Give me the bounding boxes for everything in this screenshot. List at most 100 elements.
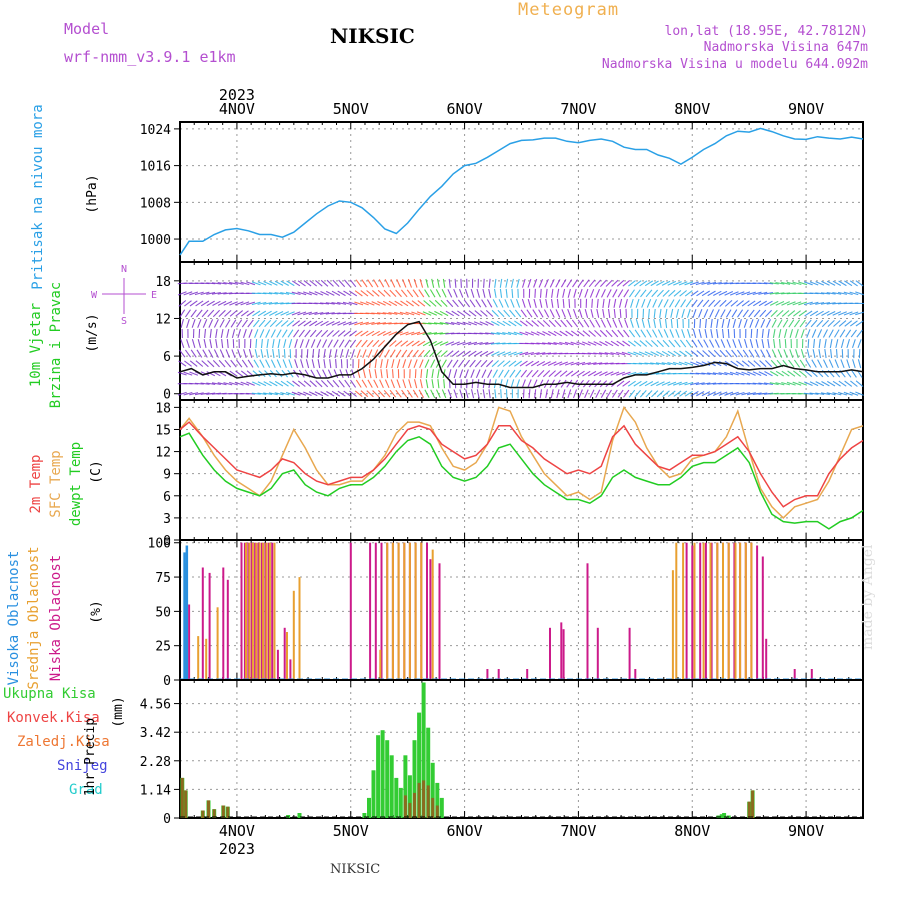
wind-arrow — [838, 380, 847, 387]
wind-arrow — [266, 339, 269, 349]
wind-arrow — [325, 302, 335, 305]
cloud-mid-bar — [709, 542, 712, 680]
wind-arrow — [263, 280, 273, 286]
wind-arrow — [598, 352, 608, 355]
wind-arrow — [612, 319, 618, 328]
wind-arrow — [418, 289, 425, 298]
wind-arrow — [251, 392, 261, 395]
wind-arrow — [511, 288, 514, 298]
wind-arrow — [622, 279, 631, 287]
wind-arrow — [304, 329, 311, 338]
wind-arrow — [709, 339, 715, 348]
wind-arrow — [327, 339, 333, 348]
wind-arrow — [656, 390, 665, 398]
wind-arrow — [564, 361, 574, 366]
wind-arrow — [314, 391, 324, 397]
wind-arrow — [635, 319, 640, 328]
wind-arrow — [548, 319, 556, 328]
wind-arrow — [525, 331, 534, 336]
wind-arrow — [407, 359, 412, 369]
wind-arrow — [465, 389, 469, 399]
credit-label: made by Angel — [860, 544, 876, 651]
wind-arrow — [485, 321, 494, 326]
wind-arrow — [208, 349, 214, 358]
wind-arrow — [292, 380, 301, 387]
wind-arrow — [248, 329, 253, 338]
wind-arrow — [231, 329, 236, 339]
precip-ytick-label: 0 — [163, 812, 171, 827]
wind-arrow — [207, 360, 215, 368]
wind-arrow — [727, 328, 730, 339]
wind-arrow — [294, 359, 299, 369]
wind-arrow — [280, 311, 290, 316]
wind-arrow — [417, 300, 426, 307]
wind-arrow — [661, 280, 671, 286]
wind-arrow — [508, 351, 517, 356]
wind-arrow — [384, 379, 390, 389]
wind-arrow — [519, 360, 528, 367]
wind-arrow — [257, 392, 267, 395]
wind-arrow — [473, 341, 483, 346]
wind-arrow — [254, 329, 259, 338]
wind-arrow — [604, 371, 614, 377]
wind-arrow — [664, 318, 668, 328]
wind-arrow — [350, 379, 357, 388]
cloud-low-bar — [497, 669, 500, 680]
wind-arrow — [561, 389, 566, 399]
wind-arrow — [502, 331, 512, 336]
wind-arrow — [617, 289, 624, 298]
wind-arrow — [215, 339, 218, 349]
cloud-low-bar — [710, 542, 713, 680]
cloud-mid-bar — [258, 542, 261, 680]
wind-arrow — [240, 370, 249, 377]
wind-arrow — [730, 300, 739, 307]
pressure-ytick-label: 1008 — [140, 196, 171, 211]
wind-arrow — [260, 349, 264, 359]
wind-arrow — [595, 319, 601, 328]
bottom-year-label: 2023 — [219, 840, 255, 858]
wind-arrow — [402, 379, 407, 389]
wind-arrow — [498, 299, 504, 308]
wind-arrow — [684, 281, 694, 286]
wind-arrow — [451, 341, 460, 346]
wind-arrow — [388, 300, 398, 307]
pressure-ylabel: Pritisak na nivou mora — [30, 104, 46, 289]
wind-arrow — [309, 380, 317, 388]
wind-arrow — [834, 359, 840, 369]
wind-arrow — [448, 278, 451, 288]
wind-arrow — [373, 379, 379, 388]
wind-arrow — [818, 349, 822, 359]
wind-arrow — [593, 352, 603, 355]
wind-arrow — [280, 391, 290, 396]
bottom-xtick-label: 8NOV — [674, 822, 710, 840]
wind-arrow — [826, 280, 836, 286]
wind-arrow — [702, 350, 710, 358]
cloud-low-bar — [429, 559, 432, 680]
wind-arrow — [857, 359, 862, 369]
wind-arrow — [395, 349, 402, 358]
precip-conv-bar — [431, 797, 435, 818]
wind-arrow — [746, 392, 756, 396]
cloud-mid-bar — [693, 542, 696, 680]
wind-arrow — [798, 301, 808, 306]
wind-arrow — [257, 310, 267, 317]
wind-arrow — [581, 362, 591, 366]
wind-arrow — [431, 278, 435, 288]
wind-arrow — [644, 362, 654, 365]
wind-arrow — [775, 370, 784, 377]
wind-arrow — [850, 329, 857, 338]
wind-arrow — [300, 359, 304, 369]
wind-arrow — [395, 289, 402, 298]
wind-arrow — [453, 369, 458, 379]
wind-arrow — [522, 389, 525, 399]
wind-arrow — [532, 379, 538, 389]
wind-arrow — [674, 299, 681, 308]
wind-arrow — [382, 300, 392, 306]
wind-arrow — [570, 370, 580, 377]
wind-arrow — [747, 360, 756, 367]
wind-arrow — [699, 318, 702, 329]
wind-arrow — [223, 292, 233, 295]
wind-arrow — [538, 379, 544, 388]
cloud-mid-bar — [273, 542, 276, 680]
wind-arrow — [265, 359, 271, 368]
